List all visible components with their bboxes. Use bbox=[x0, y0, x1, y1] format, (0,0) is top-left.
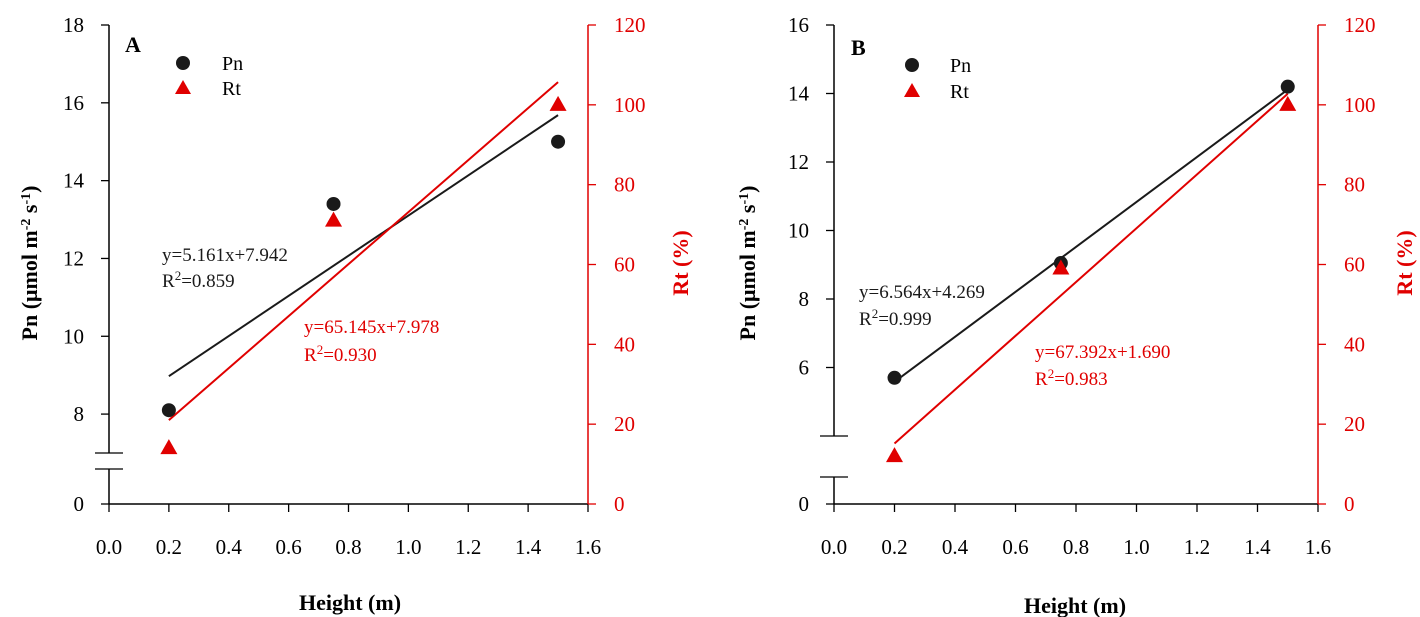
data-point-pn bbox=[1280, 79, 1295, 94]
y2-tick-label: 60 bbox=[1344, 253, 1365, 277]
x-tick-label: 1.0 bbox=[395, 535, 421, 559]
legend-marker-pn bbox=[176, 56, 190, 70]
chart-panel-b: B Pn Rt y=6.564x+4.269 R2=0.999 y=67.392… bbox=[735, 13, 1417, 617]
y-tick-label: 0 bbox=[799, 492, 810, 516]
panel-label: A bbox=[125, 32, 141, 57]
legend: Pn Rt bbox=[175, 53, 243, 100]
y2-tick-label: 0 bbox=[614, 492, 625, 516]
equation-pn: y=5.161x+7.942 bbox=[162, 245, 288, 266]
data-point-rt bbox=[325, 211, 343, 227]
data-point-pn bbox=[551, 134, 566, 149]
x-tick-label: 0.2 bbox=[881, 535, 907, 559]
x-tick-label: 0.6 bbox=[276, 535, 302, 559]
y-tick-label: 6 bbox=[799, 356, 810, 380]
data-point-pn bbox=[161, 403, 176, 418]
data-point-rt bbox=[1052, 259, 1070, 275]
equation-rt: y=65.145x+7.978 bbox=[304, 317, 439, 338]
x-tick-label: 1.6 bbox=[575, 535, 601, 559]
x-tick-label: 1.0 bbox=[1123, 535, 1149, 559]
axes: 0.0 0.2 0.4 0.6 0.8 1.0 1.2 1.4 1.6 0 6 8 10 12 14 16 0 2… bbox=[788, 13, 1376, 559]
y2-tick-label: 80 bbox=[1344, 173, 1365, 197]
r-squared-rt: R2=0.930 bbox=[304, 342, 377, 367]
y-tick-label: 0 bbox=[74, 492, 85, 516]
x-tick-label: 1.4 bbox=[515, 535, 542, 559]
y2-tick-label: 20 bbox=[614, 412, 635, 436]
y2-tick-label: 20 bbox=[1344, 412, 1365, 436]
y2-axis-title: Rt (%) bbox=[668, 230, 693, 295]
data-point-rt bbox=[886, 447, 903, 463]
y-tick-label: 14 bbox=[788, 82, 810, 106]
data-point-pn bbox=[887, 370, 902, 385]
x-tick-label: 0.6 bbox=[1002, 535, 1028, 559]
y-tick-label: 12 bbox=[788, 150, 809, 174]
y2-tick-label: 100 bbox=[1344, 93, 1376, 117]
y-tick-label: 8 bbox=[799, 287, 810, 311]
r-squared-pn: R2=0.999 bbox=[859, 306, 932, 331]
legend: Pn Rt bbox=[904, 55, 971, 103]
data-point-rt bbox=[549, 95, 567, 111]
fit-annotation-rt: y=65.145x+7.978 R2=0.930 bbox=[304, 317, 439, 366]
fit-annotation-rt: y=67.392x+1.690 R2=0.983 bbox=[1035, 342, 1170, 390]
data-point-rt bbox=[1279, 95, 1297, 111]
y-axis-title: Pn (μmol m-2 s-1) bbox=[17, 186, 42, 341]
y2-tick-label: 80 bbox=[614, 173, 635, 197]
y2-tick-label: 120 bbox=[1344, 13, 1376, 37]
y-tick-label: 10 bbox=[63, 324, 84, 348]
y-axis-title: Pn (μmol m-2 s-1) bbox=[735, 186, 760, 341]
x-tick-label: 1.2 bbox=[455, 535, 481, 559]
fit-line-pn bbox=[893, 88, 1289, 383]
y-tick-label: 10 bbox=[788, 219, 809, 243]
x-tick-label: 1.2 bbox=[1184, 535, 1210, 559]
x-tick-label: 0.0 bbox=[821, 535, 847, 559]
legend-label-pn: Pn bbox=[950, 55, 971, 77]
chart-panel-a: A Pn Rt y=5.161x+7.942 R2=0.859 y=65.145… bbox=[17, 13, 693, 615]
axes: 0.0 0.2 0.4 0.6 0.8 1.0 1.2 1.4 1.6 0 8 10 12 14 16 18 0… bbox=[63, 13, 646, 559]
x-tick-label: 0.8 bbox=[1063, 535, 1089, 559]
fit-line-rt bbox=[893, 92, 1289, 445]
x-axis-title: Height (m) bbox=[1024, 593, 1126, 617]
equation-pn: y=6.564x+4.269 bbox=[859, 282, 985, 303]
x-tick-label: 0.4 bbox=[216, 535, 243, 559]
x-tick-label: 0.8 bbox=[335, 535, 361, 559]
y-tick-label: 14 bbox=[63, 169, 85, 193]
fit-line-rt bbox=[168, 81, 559, 421]
equation-rt: y=67.392x+1.690 bbox=[1035, 342, 1170, 363]
x-tick-label: 0.4 bbox=[942, 535, 969, 559]
x-axis-title: Height (m) bbox=[299, 590, 401, 615]
y-tick-label: 18 bbox=[63, 13, 84, 37]
y-tick-label: 16 bbox=[788, 13, 809, 37]
y2-tick-label: 100 bbox=[614, 93, 646, 117]
r-squared-rt: R2=0.983 bbox=[1035, 366, 1108, 391]
legend-marker-rt bbox=[175, 80, 191, 94]
y-tick-label: 8 bbox=[74, 402, 85, 426]
y2-tick-label: 40 bbox=[1344, 332, 1365, 356]
data-point-rt bbox=[160, 439, 178, 455]
y-tick-label: 16 bbox=[63, 91, 84, 115]
legend-marker-pn bbox=[905, 58, 919, 72]
plot-area bbox=[886, 79, 1297, 463]
x-tick-label: 0.0 bbox=[96, 535, 122, 559]
fit-annotation-pn: y=6.564x+4.269 R2=0.999 bbox=[859, 282, 985, 330]
legend-label-rt: Rt bbox=[222, 78, 241, 100]
y2-tick-label: 60 bbox=[614, 253, 635, 277]
x-tick-label: 1.4 bbox=[1244, 535, 1271, 559]
panel-label: B bbox=[851, 35, 866, 60]
y-tick-label: 12 bbox=[63, 246, 84, 270]
legend-label-pn: Pn bbox=[222, 53, 243, 75]
plot-area bbox=[160, 81, 567, 455]
fit-annotation-pn: y=5.161x+7.942 R2=0.859 bbox=[162, 245, 288, 292]
y2-tick-label: 0 bbox=[1344, 492, 1355, 516]
fit-line-pn bbox=[168, 114, 559, 378]
y2-tick-label: 40 bbox=[614, 332, 635, 356]
x-tick-label: 1.6 bbox=[1305, 535, 1331, 559]
y2-tick-label: 120 bbox=[614, 13, 646, 37]
x-tick-label: 0.2 bbox=[156, 535, 182, 559]
legend-label-rt: Rt bbox=[950, 81, 969, 103]
y2-axis-title: Rt (%) bbox=[1392, 230, 1417, 295]
r-squared-pn: R2=0.859 bbox=[162, 268, 235, 293]
data-point-pn bbox=[326, 196, 341, 211]
legend-marker-rt bbox=[904, 83, 920, 97]
